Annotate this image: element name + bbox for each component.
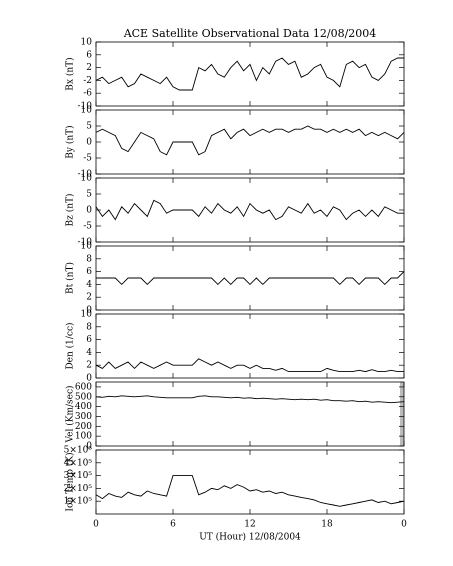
y-tick-label: 5	[86, 122, 92, 132]
y-tick-label: 2×10⁵	[64, 484, 93, 494]
y-axis-label: Vel (Km/sec)	[65, 385, 76, 443]
y-tick-label: -6	[83, 89, 92, 99]
y-tick-label: 0	[86, 442, 92, 452]
side-bar	[400, 382, 404, 446]
y-tick-label: 2	[86, 293, 92, 303]
y-axis-label: Bx (nT)	[65, 57, 76, 90]
panel-frame	[95, 245, 405, 311]
panel-frame	[95, 449, 405, 515]
y-tick-label: 0	[86, 374, 92, 384]
y-tick-label: 0	[86, 206, 92, 216]
data-line	[96, 271, 405, 286]
data-line	[95, 358, 404, 373]
y-tick-label: 4	[86, 280, 92, 290]
y-tick-label: -5	[83, 222, 92, 232]
x-tick-label: 0	[401, 520, 407, 530]
y-tick-label: 10	[81, 310, 93, 320]
y-tick-label: -2	[83, 76, 92, 86]
data-line	[95, 125, 405, 156]
y-axis-label: Ion Temp (K)	[65, 452, 76, 511]
y-tick-label: 8	[86, 322, 92, 332]
chart-title: ACE Satellite Observational Data 12/08/2…	[123, 27, 377, 40]
y-tick-label: 4	[86, 348, 92, 358]
y-axis-label: Bz (nT)	[65, 193, 76, 226]
y-tick-label: 400	[75, 402, 92, 412]
data-line	[95, 475, 405, 507]
y-axis-label: Bt (nT)	[65, 262, 76, 294]
y-tick-label: 0	[86, 306, 92, 316]
y-tick-label: 500	[75, 392, 92, 402]
panel-frame	[95, 381, 405, 447]
x-tick-label: 12	[244, 520, 255, 530]
panel-frame	[95, 177, 405, 243]
y-tick-label: 2	[86, 361, 92, 371]
y-tick-label: 8	[86, 254, 92, 264]
y-tick-label: 600	[75, 382, 92, 392]
x-tick-label: 18	[321, 520, 333, 530]
y-tick-label: 4×10⁵	[64, 458, 93, 468]
y-tick-label: 300	[75, 412, 92, 422]
y-tick-label: 2	[86, 63, 92, 73]
y-tick-label: 200	[75, 422, 92, 432]
y-tick-label: 100	[75, 432, 92, 442]
y-tick-label: 6	[86, 50, 92, 60]
y-tick-label: 6	[86, 335, 92, 345]
data-line	[95, 199, 404, 221]
y-axis-label: By (nT)	[65, 125, 76, 158]
y-tick-label: -10	[78, 102, 93, 112]
data-line	[95, 57, 404, 91]
y-tick-label: 5×10⁵	[64, 446, 93, 456]
y-tick-label: 10	[81, 242, 93, 252]
x-tick-label: 6	[170, 520, 176, 530]
data-line	[95, 395, 405, 404]
y-tick-label: -10	[78, 170, 93, 180]
x-tick-label: 0	[93, 520, 99, 530]
y-tick-label: 6	[86, 267, 92, 277]
panel-frame	[95, 109, 405, 175]
y-tick-label: 1×10⁵	[64, 497, 93, 507]
y-tick-label: 3×10⁵	[64, 471, 93, 481]
x-axis-label: UT (Hour) 12/08/2004	[199, 532, 301, 543]
y-tick-label: -10	[78, 238, 93, 248]
y-tick-label: 10	[81, 38, 93, 48]
y-tick-label: 10	[81, 174, 93, 184]
y-tick-label: 10	[81, 106, 93, 116]
y-tick-label: -5	[83, 154, 92, 164]
panel-frame	[95, 41, 405, 107]
y-tick-label: 5	[86, 190, 92, 200]
y-tick-label: 0	[86, 138, 92, 148]
y-axis-label: Den (1/cc)	[65, 322, 76, 369]
